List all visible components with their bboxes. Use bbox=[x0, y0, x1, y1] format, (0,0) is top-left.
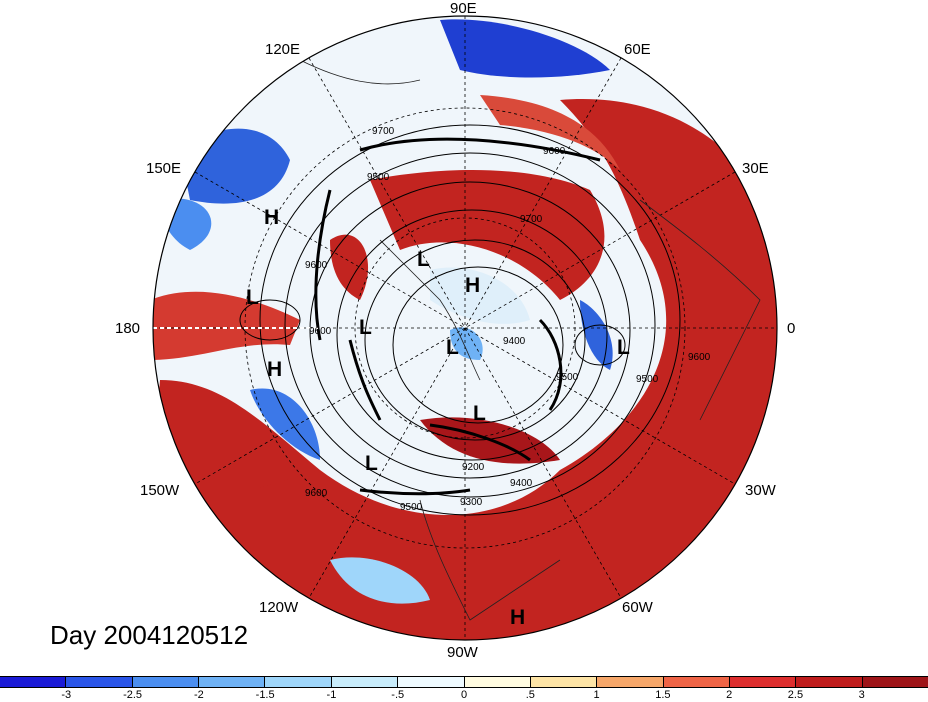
colorbar-tick-label: 2.5 bbox=[787, 689, 804, 701]
day-label: Day 2004120512 bbox=[50, 620, 249, 650]
longitude-label-30e: 30E bbox=[742, 160, 769, 177]
colorbar-tick-label: 3 bbox=[858, 689, 865, 701]
map-boundary bbox=[152, 15, 778, 641]
high-pressure-symbol: H bbox=[267, 358, 283, 381]
colorbar-segment bbox=[530, 677, 598, 687]
longitude-label-150w: 150W bbox=[140, 482, 180, 499]
colorbar-segment bbox=[796, 677, 863, 687]
colorbar-segment bbox=[132, 677, 200, 687]
svg-text:9700: 9700 bbox=[372, 126, 395, 137]
low-pressure-symbol: L bbox=[446, 336, 459, 359]
colorbar-tick-label: -1.5 bbox=[255, 689, 275, 701]
svg-text:9200: 9200 bbox=[462, 462, 485, 473]
low-pressure-symbol: L bbox=[365, 452, 378, 475]
svg-text:9500: 9500 bbox=[556, 372, 579, 383]
colorbar-tick-label: .5 bbox=[525, 689, 535, 701]
colorbar-segment bbox=[464, 677, 531, 687]
svg-text:9500: 9500 bbox=[636, 374, 659, 385]
svg-text:9300: 9300 bbox=[460, 497, 483, 508]
coastlines bbox=[299, 59, 761, 621]
colorbar-segment bbox=[66, 677, 133, 687]
longitude-label-90e: 90E bbox=[450, 0, 477, 17]
svg-text:9400: 9400 bbox=[503, 336, 526, 347]
svg-text:9600: 9600 bbox=[543, 146, 566, 157]
colorbar-tick-label: -1 bbox=[326, 689, 337, 701]
low-pressure-symbol: L bbox=[246, 286, 259, 309]
colorbar-tick-label: -3 bbox=[61, 689, 72, 701]
colorbar-tick-label: 2 bbox=[726, 689, 733, 701]
longitude-label-180: 180 bbox=[115, 320, 141, 337]
svg-text:9500: 9500 bbox=[400, 502, 423, 513]
colorbar-segment bbox=[265, 677, 332, 687]
svg-text:9400: 9400 bbox=[510, 478, 533, 489]
colorbar bbox=[0, 676, 928, 688]
colorbar-segment bbox=[663, 677, 730, 687]
longitude-label-60e: 60E bbox=[624, 41, 651, 58]
longitude-label-120e: 120E bbox=[265, 41, 301, 58]
colorbar-segment bbox=[862, 677, 928, 687]
polar-stereographic-map: 9700 9600 9500 9700 9600 9600 9400 9500 … bbox=[152, 15, 778, 641]
colorbar-tick-label: 0 bbox=[460, 689, 468, 701]
colorbar-tick-label: -2.5 bbox=[123, 689, 143, 701]
colorbar-tick-label: 1.5 bbox=[655, 689, 671, 701]
svg-text:9500: 9500 bbox=[367, 172, 390, 183]
colorbar-segment bbox=[398, 677, 465, 687]
high-pressure-symbol: H bbox=[465, 274, 481, 297]
longitude-label-90w: 90W bbox=[447, 644, 478, 661]
svg-text:9600: 9600 bbox=[688, 352, 711, 363]
low-pressure-symbol: L bbox=[473, 402, 486, 425]
svg-text:9600: 9600 bbox=[305, 488, 328, 499]
low-pressure-symbol: L bbox=[359, 316, 372, 339]
colorbar-segment bbox=[597, 677, 664, 687]
high-pressure-symbol: H bbox=[264, 206, 280, 229]
colorbar-segment bbox=[331, 677, 399, 687]
colorbar-tick-label: 1 bbox=[593, 689, 600, 701]
longitude-label-30w: 30W bbox=[745, 482, 776, 499]
svg-text:9600: 9600 bbox=[305, 260, 328, 271]
contour-value-labels: 9700 9600 9500 9700 9600 9600 9400 9500 … bbox=[305, 126, 711, 513]
colorbar-tick-label: -2 bbox=[193, 689, 204, 701]
svg-text:9600: 9600 bbox=[309, 326, 332, 337]
longitude-label-60w: 60W bbox=[622, 599, 653, 616]
jet-contours bbox=[314, 137, 601, 496]
colorbar-segment bbox=[729, 677, 797, 687]
height-contours bbox=[239, 124, 681, 516]
high-pressure-symbol: H bbox=[510, 606, 526, 629]
longitude-label-120w: 120W bbox=[259, 599, 299, 616]
colorbar-tick-label: -.5 bbox=[391, 689, 405, 701]
anomaly-field bbox=[153, 19, 777, 640]
longitude-label-0: 0 bbox=[787, 320, 796, 337]
colorbar-tick-labels: -3 -2.5 -2 -1.5 -1 -.5 0 .5 1 1.5 2 2.5 3 bbox=[0, 689, 928, 702]
low-pressure-symbol: L bbox=[417, 248, 430, 271]
colorbar-segment bbox=[0, 677, 67, 687]
low-pressure-symbol: L bbox=[617, 336, 630, 359]
colorbar-segment bbox=[199, 677, 266, 687]
svg-text:9700: 9700 bbox=[520, 214, 543, 225]
longitude-label-150e: 150E bbox=[146, 160, 182, 177]
